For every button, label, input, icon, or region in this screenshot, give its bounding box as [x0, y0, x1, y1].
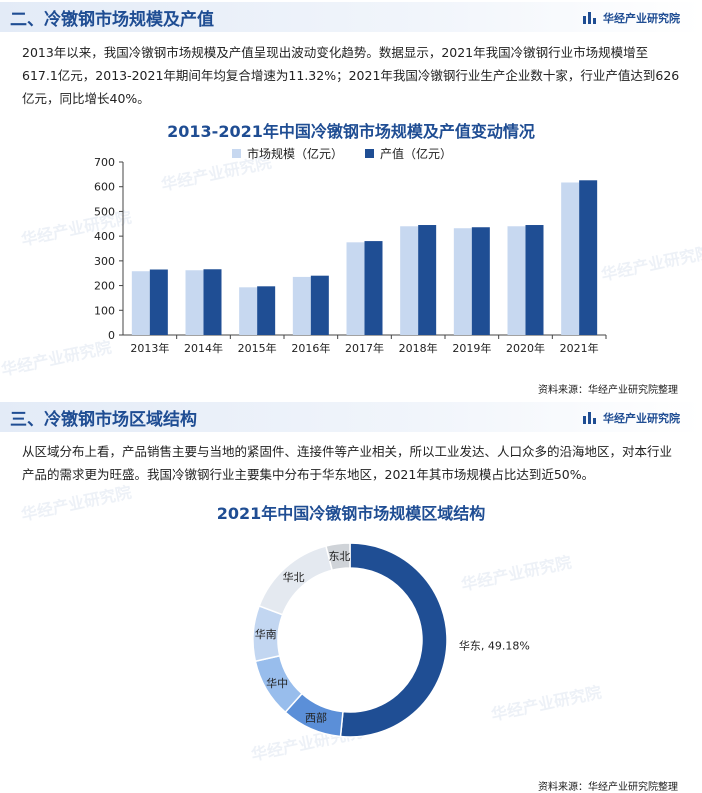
bar [418, 225, 437, 335]
section-header-market-size: 二、冷镦钢市场规模及产值 华经产业研究院 [0, 2, 702, 32]
bar [257, 286, 276, 335]
legend-item-market-size: 市场规模（亿元） [232, 145, 343, 162]
donut-data-label: 东北 [328, 550, 350, 563]
y-tick-label: 500 [94, 205, 115, 218]
y-tick-label: 300 [94, 255, 115, 268]
section-header-regional-structure: 三、冷镦钢市场区域结构 华经产业研究院 [0, 402, 702, 432]
donut-data-label: 华东, 49.18% [459, 638, 530, 652]
regional-paragraph: 从区域分布上看，产品销售主要与当地的紧固件、连接件等产业相关，所以工业发达、人口… [22, 444, 673, 482]
x-tick-label: 2016年 [291, 341, 330, 355]
donut-data-label: 西部 [305, 710, 327, 724]
brand-logo-icon [583, 412, 597, 424]
source-note: 资料来源：华经产业研究院整理 [538, 782, 678, 793]
section-title: 三、冷镦钢市场区域结构 [10, 410, 197, 430]
legend-swatch-dark [365, 149, 375, 158]
brand-name: 华经产业研究院 [603, 412, 680, 425]
bar [364, 241, 383, 335]
bar [400, 226, 419, 335]
y-tick-label: 700 [94, 156, 115, 169]
market-size-paragraph: 2013年以来，我国冷镦钢市场规模及产值呈现出波动变化趋势。数据显示，2021年… [22, 45, 680, 106]
bar [203, 269, 222, 335]
y-tick-label: 0 [108, 329, 115, 342]
bar [561, 182, 580, 335]
bar-chart-title: 2013-2021年中国冷镦钢市场规模及产值变动情况 [167, 122, 535, 141]
y-tick-label: 600 [94, 181, 115, 194]
donut-data-label: 华南 [255, 627, 277, 641]
x-tick-label: 2019年 [452, 341, 491, 355]
bar [292, 276, 311, 335]
bar [346, 242, 365, 335]
bar-chart: 0 100 200 300 400 500 600 700 2013年 2014年 2015年 201… [94, 156, 607, 355]
bar-chart-legend: 市场规模（亿元） 产值（亿元） [232, 145, 452, 162]
brand-logo-icon [583, 12, 597, 24]
y-tick-label: 100 [94, 304, 115, 317]
y-tick-label: 400 [94, 230, 115, 243]
y-tick-label: 200 [94, 280, 115, 293]
bar [310, 275, 329, 335]
section-title: 二、冷镦钢市场规模及产值 [10, 10, 214, 30]
legend-item-output-value: 产值（亿元） [365, 145, 452, 162]
legend-label: 市场规模（亿元） [247, 147, 344, 161]
bar [507, 226, 526, 335]
bar [579, 180, 598, 335]
brand-name: 华经产业研究院 [603, 12, 680, 25]
bar [453, 228, 472, 335]
x-tick-label: 2015年 [238, 341, 277, 355]
donut-slice [325, 542, 351, 572]
legend-label: 产值（亿元） [380, 147, 453, 161]
bar [239, 287, 258, 335]
bar [471, 227, 490, 335]
source-note: 资料来源：华经产业研究院整理 [538, 385, 678, 396]
x-tick-label: 2018年 [399, 341, 438, 355]
brand-badge: 华经产业研究院 [583, 10, 680, 26]
x-tick-label: 2014年 [184, 341, 223, 355]
donut-chart-title: 2021年中国冷镦钢市场规模区域结构 [216, 504, 486, 523]
bar [525, 225, 544, 335]
x-tick-label: 2021年 [560, 341, 599, 355]
bar [131, 271, 150, 335]
donut-data-label: 华北 [283, 570, 305, 584]
legend-swatch-light [232, 149, 241, 158]
brand-badge: 华经产业研究院 [583, 410, 680, 426]
bar [149, 269, 168, 335]
donut-chart: 华东, 49.18% 西部 华中 华南 华北 东北 [252, 542, 530, 738]
x-tick-label: 2020年 [506, 341, 545, 355]
x-tick-label: 2017年 [345, 341, 384, 355]
bar [185, 270, 204, 335]
donut-data-label: 华中 [266, 676, 288, 690]
x-tick-label: 2013年 [130, 341, 169, 355]
donut-slice [339, 542, 448, 738]
